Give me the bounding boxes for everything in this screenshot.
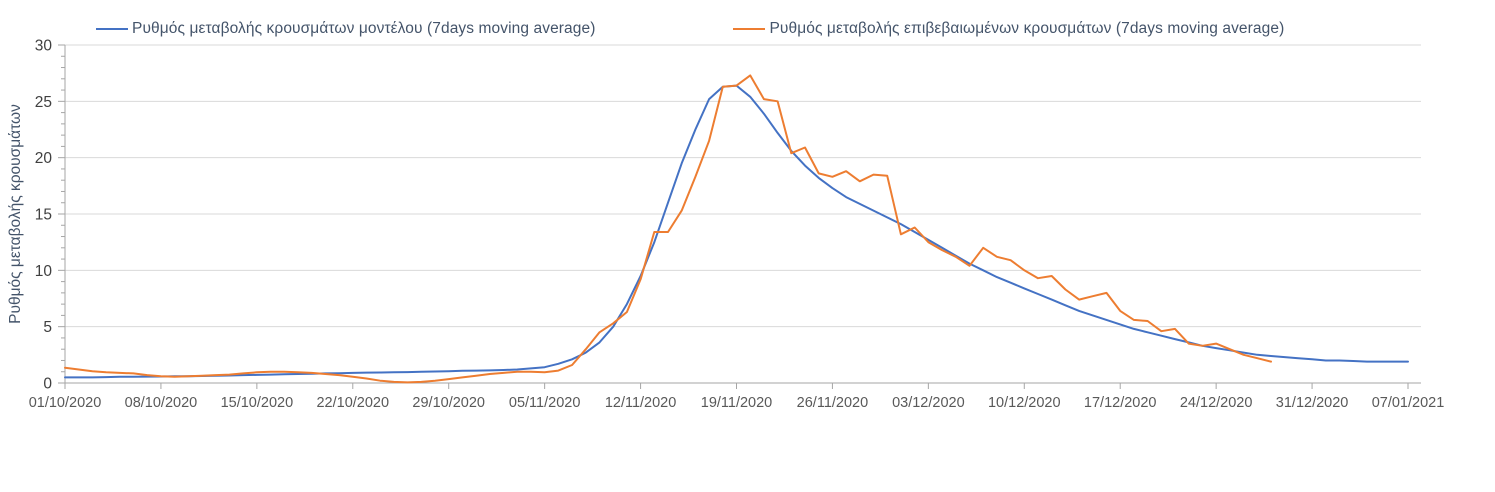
legend-label: Ρυθμός μεταβολής επιβεβαιωμένων κρουσμάτ… — [769, 20, 1285, 37]
y-tick-label: 0 — [43, 376, 52, 393]
x-tick-label: 03/12/2020 — [892, 395, 965, 411]
x-tick-label: 29/10/2020 — [412, 395, 485, 411]
x-tick-label: 24/12/2020 — [1180, 395, 1253, 411]
x-tick-label: 10/12/2020 — [988, 395, 1061, 411]
series-line-model — [64, 84, 1409, 379]
x-tick-label: 05/11/2020 — [509, 395, 581, 411]
y-tick-label: 20 — [35, 150, 53, 167]
legend-item-confirmed[interactable]: Ρυθμός μεταβολής επιβεβαιωμένων κρουσμάτ… — [733, 20, 1284, 38]
x-tick-label: 19/11/2020 — [701, 395, 773, 411]
legend-item-model[interactable]: Ρυθμός μεταβολής κρουσμάτων μοντέλου (7d… — [96, 20, 595, 38]
y-tick-label: 15 — [35, 207, 52, 224]
x-tick-label: 26/11/2020 — [797, 395, 869, 411]
y-tick-label: 25 — [35, 94, 52, 111]
y-tick-label: 30 — [35, 38, 53, 55]
x-tick-label: 12/11/2020 — [605, 395, 677, 411]
x-tick-label: 01/10/2020 — [29, 395, 102, 411]
series-line-confirmed — [64, 74, 1272, 384]
legend-label: Ρυθμός μεταβολής κρουσμάτων μοντέλου (7d… — [132, 20, 596, 37]
y-tick-label: 10 — [35, 263, 53, 280]
legend-line-swatch — [733, 28, 766, 30]
x-tick-label: 31/12/2020 — [1276, 395, 1349, 411]
x-tick-label: 22/10/2020 — [316, 395, 389, 411]
x-tick-label: 17/12/2020 — [1084, 395, 1157, 411]
y-tick-label: 5 — [43, 319, 52, 336]
chart-legend: Ρυθμός μεταβολής κρουσμάτων μοντέλου (7d… — [96, 20, 1284, 38]
x-tick-label: 15/10/2020 — [221, 395, 294, 411]
x-tick-label: 07/01/2021 — [1372, 395, 1445, 411]
x-tick-label: 08/10/2020 — [125, 395, 198, 411]
legend-line-swatch — [96, 28, 128, 30]
